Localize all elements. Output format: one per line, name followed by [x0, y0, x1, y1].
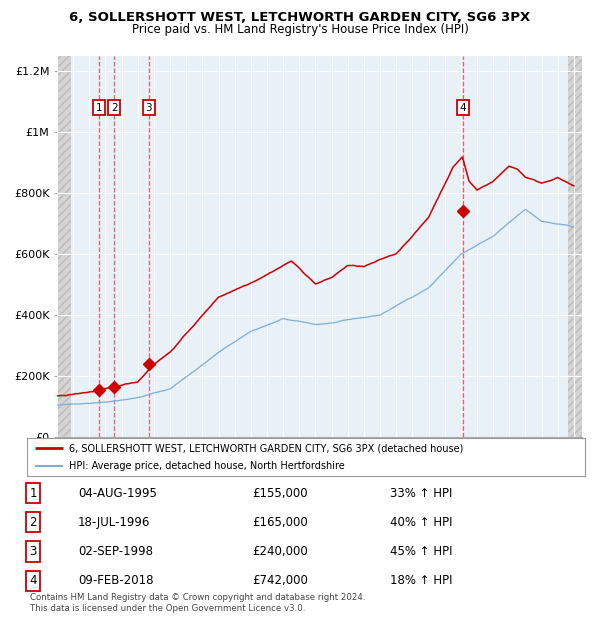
- Text: £742,000: £742,000: [252, 574, 308, 587]
- Text: Contains HM Land Registry data © Crown copyright and database right 2024.
This d: Contains HM Land Registry data © Crown c…: [30, 593, 365, 613]
- Text: 6, SOLLERSHOTT WEST, LETCHWORTH GARDEN CITY, SG6 3PX (detached house): 6, SOLLERSHOTT WEST, LETCHWORTH GARDEN C…: [69, 443, 463, 453]
- Text: 6, SOLLERSHOTT WEST, LETCHWORTH GARDEN CITY, SG6 3PX: 6, SOLLERSHOTT WEST, LETCHWORTH GARDEN C…: [70, 11, 530, 24]
- Text: 4: 4: [29, 574, 37, 587]
- Text: 3: 3: [29, 545, 37, 558]
- Bar: [57, 56, 71, 437]
- Text: 1: 1: [95, 103, 102, 113]
- Text: 04-AUG-1995: 04-AUG-1995: [78, 487, 157, 500]
- Text: 02-SEP-1998: 02-SEP-1998: [78, 545, 153, 558]
- Text: 1: 1: [29, 487, 37, 500]
- Text: 40% ↑ HPI: 40% ↑ HPI: [390, 516, 452, 529]
- Bar: [568, 56, 584, 437]
- Text: 45% ↑ HPI: 45% ↑ HPI: [390, 545, 452, 558]
- Text: £240,000: £240,000: [252, 545, 308, 558]
- Text: 2: 2: [29, 516, 37, 529]
- Text: 09-FEB-2018: 09-FEB-2018: [78, 574, 154, 587]
- Text: HPI: Average price, detached house, North Hertfordshire: HPI: Average price, detached house, Nort…: [69, 461, 344, 471]
- Text: 3: 3: [145, 103, 152, 113]
- Text: £155,000: £155,000: [252, 487, 308, 500]
- Text: 4: 4: [459, 103, 466, 113]
- Text: 18-JUL-1996: 18-JUL-1996: [78, 516, 151, 529]
- Text: £165,000: £165,000: [252, 516, 308, 529]
- Text: 33% ↑ HPI: 33% ↑ HPI: [390, 487, 452, 500]
- Text: 2: 2: [111, 103, 118, 113]
- Text: 18% ↑ HPI: 18% ↑ HPI: [390, 574, 452, 587]
- Text: Price paid vs. HM Land Registry's House Price Index (HPI): Price paid vs. HM Land Registry's House …: [131, 23, 469, 36]
